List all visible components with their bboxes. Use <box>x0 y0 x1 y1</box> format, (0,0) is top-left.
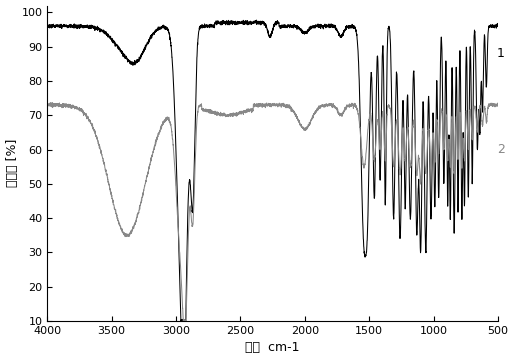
Y-axis label: 透过率 [%]: 透过率 [%] <box>6 139 19 188</box>
Text: 1: 1 <box>497 47 505 60</box>
X-axis label: 波数  cm-1: 波数 cm-1 <box>245 341 300 355</box>
Text: 2: 2 <box>497 143 505 156</box>
